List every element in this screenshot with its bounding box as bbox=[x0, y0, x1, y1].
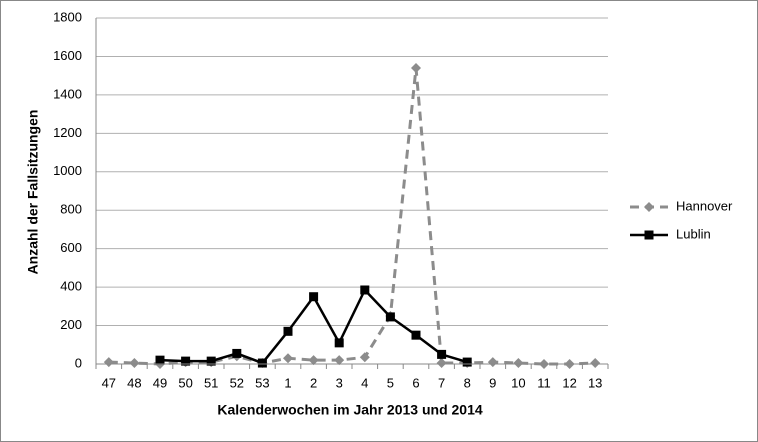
point bbox=[359, 352, 370, 363]
x-tick-label: 1 bbox=[284, 375, 291, 390]
point bbox=[103, 357, 114, 368]
point bbox=[309, 292, 319, 302]
x-tick-label: 47 bbox=[102, 375, 116, 390]
point bbox=[308, 355, 319, 366]
x-tick-label: 5 bbox=[387, 375, 394, 390]
legend-label: Hannover bbox=[676, 198, 733, 213]
legend-marker bbox=[644, 230, 654, 240]
legend-label: Lublin bbox=[676, 226, 711, 241]
point bbox=[334, 355, 345, 366]
x-tick-label: 4 bbox=[361, 375, 368, 390]
y-tick-label: 1600 bbox=[53, 48, 82, 63]
x-tick-label: 9 bbox=[489, 375, 496, 390]
x-tick-label: 52 bbox=[230, 375, 244, 390]
x-tick-label: 11 bbox=[537, 375, 551, 390]
y-tick-label: 600 bbox=[60, 240, 82, 255]
point bbox=[334, 338, 344, 348]
point bbox=[436, 358, 447, 369]
x-tick-label: 10 bbox=[511, 375, 525, 390]
point bbox=[360, 285, 370, 295]
point bbox=[411, 330, 421, 340]
point bbox=[462, 357, 472, 367]
point bbox=[513, 358, 524, 369]
point bbox=[232, 348, 242, 358]
x-tick-label: 51 bbox=[204, 375, 218, 390]
x-axis-title: Kalenderwochen im Jahr 2013 und 2014 bbox=[217, 402, 483, 418]
x-tick-label: 3 bbox=[336, 375, 343, 390]
x-tick-label: 2 bbox=[310, 375, 317, 390]
y-tick-label: 1000 bbox=[53, 163, 82, 178]
y-tick-label: 1800 bbox=[53, 9, 82, 24]
y-tick-label: 0 bbox=[75, 355, 82, 370]
point bbox=[590, 358, 601, 369]
y-tick-label: 1400 bbox=[53, 86, 82, 101]
x-tick-label: 8 bbox=[464, 375, 471, 390]
y-tick-label: 1200 bbox=[53, 125, 82, 140]
x-tick-label: 6 bbox=[412, 375, 419, 390]
point bbox=[155, 355, 165, 365]
x-tick-label: 50 bbox=[178, 375, 192, 390]
y-tick-label: 400 bbox=[60, 279, 82, 294]
y-tick-label: 200 bbox=[60, 317, 82, 332]
legend-marker bbox=[644, 202, 654, 212]
point bbox=[129, 358, 140, 369]
point bbox=[411, 62, 421, 73]
point bbox=[283, 326, 293, 336]
x-tick-label: 12 bbox=[562, 375, 576, 390]
x-tick-label: 49 bbox=[153, 375, 167, 390]
x-tick-label: 48 bbox=[127, 375, 141, 390]
point bbox=[283, 353, 293, 364]
point bbox=[206, 356, 216, 366]
point bbox=[437, 349, 447, 359]
point bbox=[487, 357, 498, 368]
x-tick-label: 53 bbox=[255, 375, 269, 390]
x-tick-label: 7 bbox=[438, 375, 445, 390]
point bbox=[257, 358, 267, 368]
point bbox=[385, 312, 395, 322]
y-tick-label: 800 bbox=[60, 202, 82, 217]
y-axis-title: Anzahl der Fallsitzungen bbox=[25, 110, 41, 275]
x-tick-label: 13 bbox=[588, 375, 602, 390]
point bbox=[181, 356, 191, 366]
